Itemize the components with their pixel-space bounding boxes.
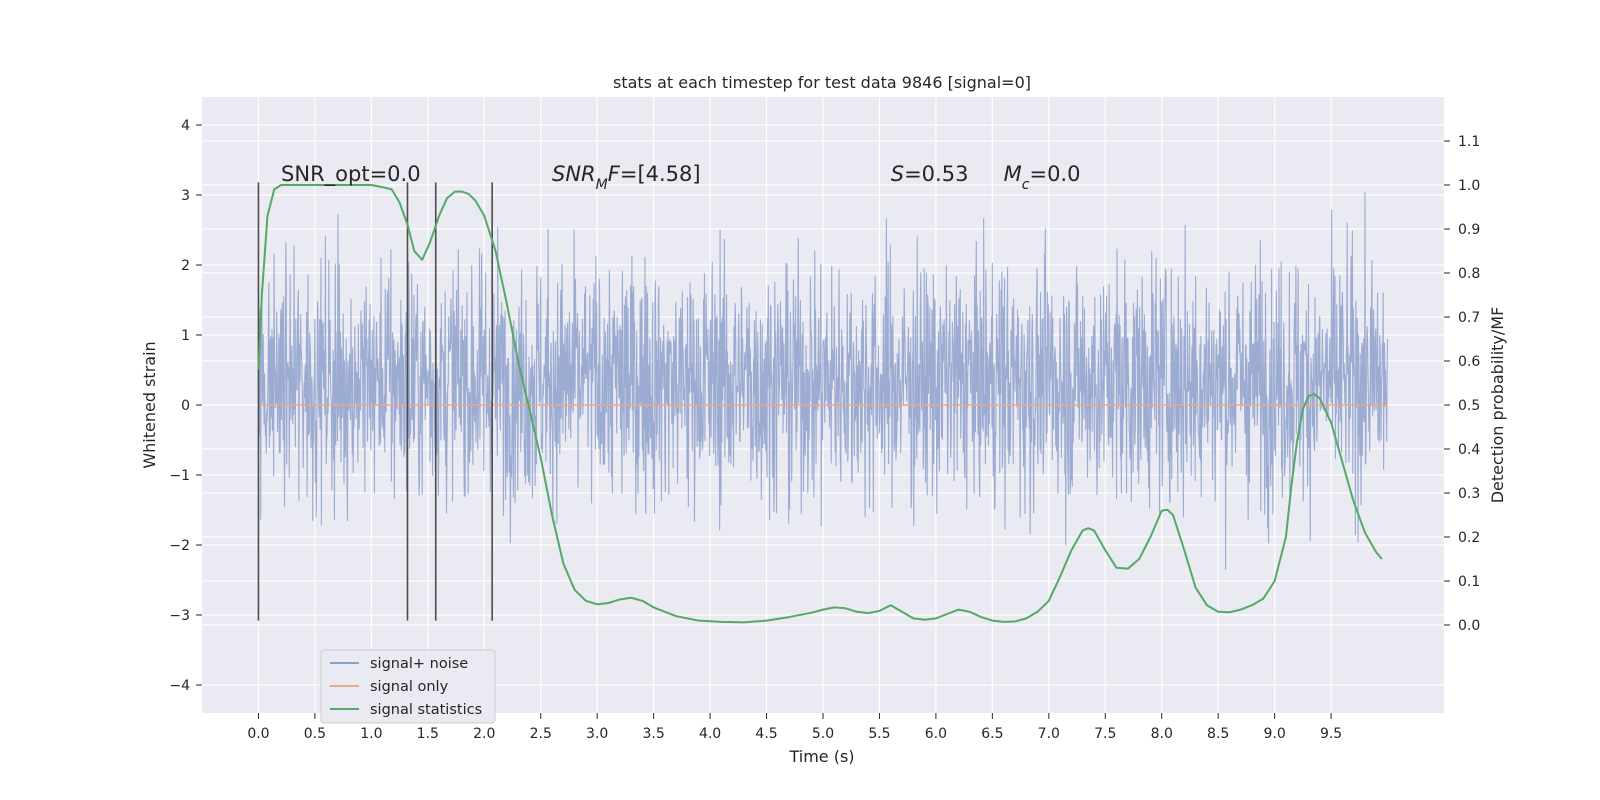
y-right-axis-label: Detection probability/MF [1488,307,1507,504]
legend: signal+ noise signal only signal statist… [320,649,496,724]
x-tick-label-15: 7.5 [1094,726,1116,742]
x-tick-label-1: 0.5 [304,726,326,742]
x-tick-label-13: 6.5 [981,726,1003,742]
y-right-tick-label-0: 0.0 [1458,618,1480,634]
x-tick-label-18: 9.0 [1264,726,1286,742]
legend-label-signal-only: signal only [370,679,449,695]
y-left-axis-ticks: −4 −3 −2 −1 0 1 2 3 4 [169,118,202,694]
y-right-tick-label-5: 0.5 [1458,398,1480,414]
x-tick-label-2: 1.0 [360,726,382,742]
y-left-tick-label-8: 4 [181,118,190,134]
noise-trace [257,192,1389,570]
y-right-axis-ticks: 0.0 0.1 0.2 0.3 0.4 0.5 0.6 0.7 0.8 0.9 1.0 1.1 [1444,134,1480,634]
annotation-snr-mf: SNRMF=[4.58] [552,162,701,193]
annotation-s-value: S=0.53 [891,162,969,186]
y-left-tick-label-3: −1 [169,468,190,484]
y-right-tick-label-11: 1.1 [1458,134,1480,150]
x-tick-label-9: 4.5 [755,726,777,742]
y-right-tick-label-4: 0.4 [1458,442,1480,458]
y-left-tick-label-0: −4 [169,678,190,694]
y-right-tick-label-2: 0.2 [1458,530,1480,546]
y-left-tick-label-4: 0 [181,398,190,414]
series-signal-statistics [257,184,1383,624]
y-left-tick-label-2: −2 [169,538,190,554]
y-right-tick-label-6: 0.6 [1458,354,1480,370]
annotation-mc-value: Mc=0.0 [1004,162,1081,193]
signal-statistics-line [257,184,1383,624]
y-left-tick-label-1: −3 [169,608,190,624]
legend-label-signal-statistics: signal statistics [370,702,482,718]
x-tick-label-16: 8.0 [1151,726,1173,742]
x-tick-label-8: 4.0 [699,726,721,742]
x-tick-label-14: 7.0 [1038,726,1060,742]
x-tick-label-6: 3.0 [586,726,608,742]
event-marker-lines [257,182,493,621]
y-right-tick-label-3: 0.3 [1458,486,1480,502]
x-axis-ticks: 0.0 0.5 1.0 1.5 2.0 2.5 3.0 3.5 4.0 4.5 5.0 5.5 6.0 6… [247,713,1342,742]
annotations: SNR_opt=0.0 SNRMF=[4.58] S=0.53 Mc=0.0 [281,162,1080,193]
x-axis-label: Time (s) [788,747,854,766]
y-right-tick-label-7: 0.7 [1458,310,1480,326]
annotation-snr-opt: SNR_opt=0.0 [281,162,421,187]
x-tick-label-19: 9.5 [1320,726,1342,742]
series-signal-noise [257,192,1389,570]
x-tick-label-5: 2.5 [530,726,552,742]
x-tick-label-0: 0.0 [247,726,269,742]
x-tick-label-11: 5.5 [868,726,890,742]
y-right-tick-label-10: 1.0 [1458,178,1480,194]
x-tick-label-17: 8.5 [1207,726,1229,742]
x-tick-label-10: 5.0 [812,726,834,742]
y-right-tick-label-1: 0.1 [1458,574,1480,590]
x-tick-label-4: 2.0 [473,726,495,742]
y-right-tick-label-8: 0.8 [1458,266,1480,282]
x-tick-label-12: 6.0 [925,726,947,742]
y-left-tick-label-7: 3 [181,188,190,204]
y-left-axis-label: Whitened strain [140,341,159,468]
legend-box [320,649,496,724]
y-left-tick-label-5: 1 [181,328,190,344]
y-left-tick-label-6: 2 [181,258,190,274]
legend-label-signal-noise: signal+ noise [370,656,468,672]
x-tick-label-7: 3.5 [643,726,665,742]
x-tick-label-3: 1.5 [417,726,439,742]
y-right-tick-label-9: 0.9 [1458,222,1480,238]
chart-title: stats at each timestep for test data 984… [613,73,1031,92]
